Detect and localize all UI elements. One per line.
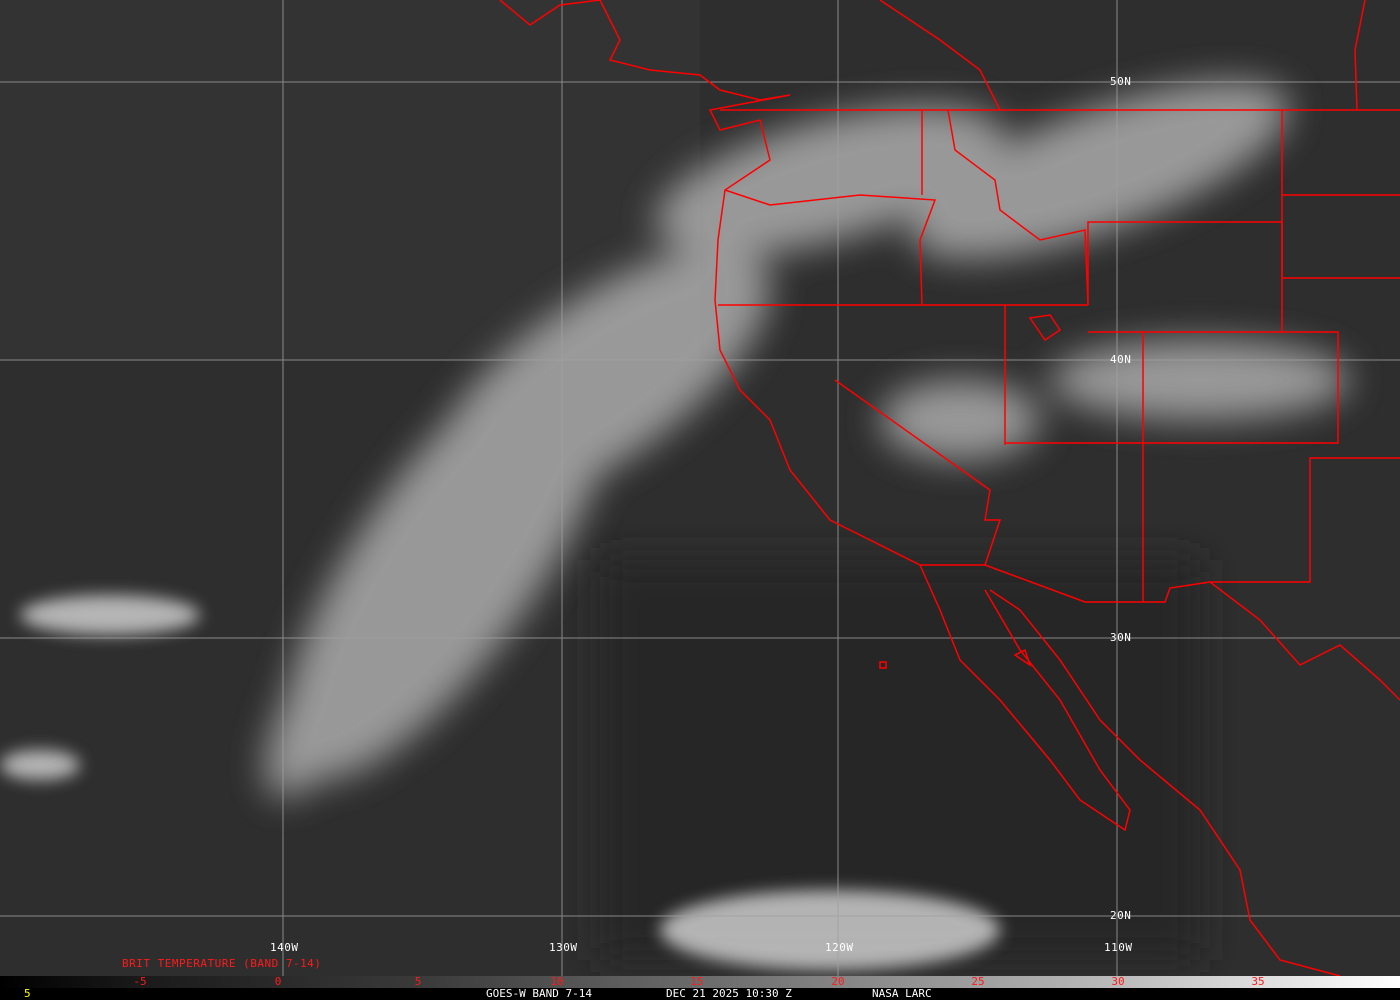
scale-tick: 35	[1251, 975, 1265, 988]
scale-tick: 0	[274, 975, 282, 988]
source-label: NASA LARC	[872, 987, 932, 1000]
scale-tick: 15	[690, 975, 704, 988]
lat-label-20n: 20N	[1110, 909, 1132, 922]
scale-tick: 25	[971, 975, 985, 988]
scale-tick: 20	[831, 975, 845, 988]
scale-left-value: 5	[24, 987, 31, 1000]
lon-label-120w: 120W	[825, 941, 854, 954]
color-scale-bar: -5 0 5 10 15 20 25 30 35	[0, 975, 1400, 988]
scale-tick: -5	[133, 975, 147, 988]
legend-title: BRIT TEMPERATURE (BAND 7-14)	[122, 957, 322, 970]
scale-tick: 30	[1111, 975, 1125, 988]
satellite-band: GOES-W BAND 7-14	[486, 987, 592, 1000]
scale-tick: 5	[414, 975, 422, 988]
footer-bar: 5 GOES-W BAND 7-14 DEC 21 2025 10:30 Z N…	[0, 987, 1400, 1000]
political-boundaries	[499, 0, 1400, 976]
scale-tick: 10	[550, 975, 564, 988]
timestamp: DEC 21 2025 10:30 Z	[666, 987, 792, 1000]
lat-label-40n: 40N	[1110, 353, 1132, 366]
lat-label-50n: 50N	[1110, 75, 1132, 88]
satellite-imagery	[0, 0, 1400, 976]
lon-label-110w: 110W	[1104, 941, 1133, 954]
lat-lon-grid	[0, 0, 1400, 976]
lat-label-30n: 30N	[1110, 631, 1132, 644]
lon-label-130w: 130W	[549, 941, 578, 954]
lon-label-140w: 140W	[270, 941, 299, 954]
